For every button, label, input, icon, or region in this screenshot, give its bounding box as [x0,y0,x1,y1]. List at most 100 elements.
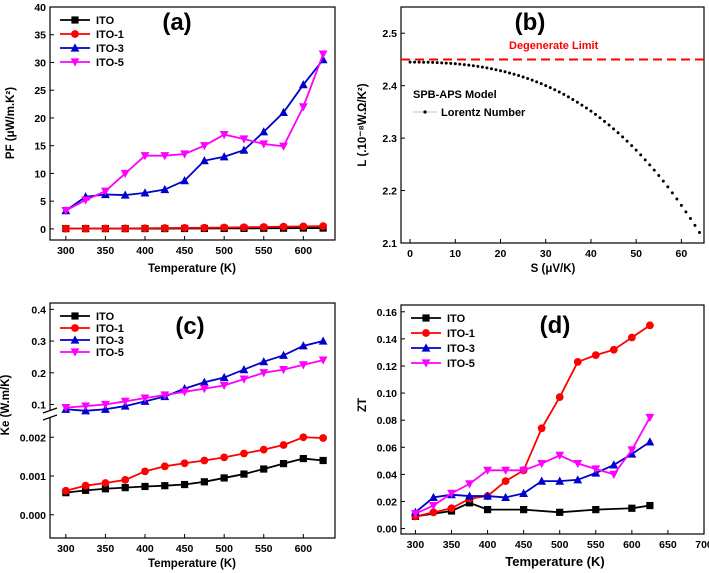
panel-a-legend-label-ito-3: ITO-3 [96,43,124,55]
panel-c-xtick-label: 400 [136,543,154,555]
panel-c-point-ito-5 [239,375,249,384]
panel-c-point-ito-5 [199,385,209,394]
panel-d-ytick-label: 0.02 [377,496,398,508]
panel-a-point-ito-1 [259,223,268,231]
panel-d-point-ito-5 [411,510,420,519]
panel-d-ytick-label: 0.12 [377,361,398,373]
panel-d-xtick-label: 300 [407,539,425,551]
panel-b-lorentz-point [498,69,502,73]
panel-a-point-ito-3 [239,145,249,154]
panel-d-point-ito-3 [519,488,529,497]
panel-d-point-ito-5 [465,480,474,489]
panel-b-lorentz-point [494,68,498,72]
panel-a-point-ito-1 [279,222,288,231]
panel-a-xtick-label: 400 [136,245,154,257]
panel-d-xtick-label: 450 [515,539,533,551]
panel-c-label: (c) [175,313,204,340]
panel-a-point-ito-5 [101,187,110,196]
panel-c-point-ito-1 [101,479,110,487]
panel-c-ytick-label: 0.3 [31,336,46,348]
panel-c-ytick-label: 0.000 [20,510,46,522]
panel-b-lorentz-point [630,144,634,148]
panel-d-point-ito-1 [627,333,636,342]
panel-c-point-ito [279,460,288,468]
panel-b-lorentz-point [652,168,656,172]
panel-c-point-ito-3 [199,377,209,386]
panel-d-ylabel: ZT [357,398,369,412]
panel-a-point-ito-1 [61,224,70,233]
panel-d-ytick-label: 0.06 [377,442,398,454]
panel-c-legend-label-ito-3: ITO-3 [96,335,124,347]
panel-c-ytick-label: 0.2 [31,368,46,380]
panel-a-point-ito-5 [61,206,71,216]
panel-a-xtick-label: 300 [57,245,75,257]
panel-a-legend-label-ito-5: ITO-5 [96,57,124,69]
panel-a-frame [49,6,336,241]
panel-d-legend-marker-ito-5 [421,359,431,368]
panel-c-point-ito [299,454,307,463]
panel-b-ytick-label: 2.5 [382,28,397,40]
panel-c-point-ito-5 [318,356,328,365]
panel-d-point-ito-1 [555,393,564,402]
panel-a-point-ito-3 [120,190,130,199]
panel-a-point-ito-5 [219,130,229,140]
panel-d-point-ito-1 [645,321,654,330]
panel-b-label: (b) [515,9,546,36]
panel-d-label: (d) [540,312,571,339]
panel-a-point-ito-5 [160,152,170,161]
panel-c-point-ito-3 [318,336,328,345]
panel-d-ytick-label: 0.14 [377,334,398,346]
panel-b-lorentz-point [648,163,652,167]
panel-b-lorentz-point [679,203,683,207]
panel-a-label: (a) [162,9,191,36]
panel-b-lorentz-point [485,66,489,70]
panel-b-lorentz-point [603,119,607,123]
panel-c-break-mark-top [42,407,58,414]
panel-b-lorentz-point [422,60,426,64]
panel-a-point-ito-1 [160,224,169,232]
panel-a-point-ito-5 [120,169,130,179]
panel-d-point-ito-5 [537,459,547,469]
panel-a-line-ito-5 [65,53,324,212]
panel-b-lorentz-point [444,61,448,65]
panel-d-point-ito-3 [483,491,492,500]
panel-d-point-ito-3 [537,476,547,485]
panel-d-point-ito-1 [429,508,438,517]
panel-b-xtick-label: 20 [495,248,507,260]
panel-a-xtick-label: 600 [295,245,313,257]
panel-b-lorentz-point [458,62,462,66]
panel-b-lorentz-point [657,174,661,178]
panel-d-point-ito-3 [573,475,583,484]
panel-b-lorentz-point [413,60,417,64]
panel-d-point-ito-5 [501,466,511,475]
panel-c-xtick-label: 600 [295,543,313,555]
panel-b-lorentz-point [408,60,412,64]
panel-a-point-ito-3 [219,152,229,161]
panel-c-axis-break [44,410,56,418]
panel-a-point-ito-3 [160,184,170,194]
panel-c-frame [49,302,336,539]
panel-a-point-ito-1 [81,224,90,233]
panel-c-break-mark-bottom [42,414,58,421]
panel-d-point-ito [646,501,654,510]
panel-c-point-ito-3 [219,372,229,382]
panel-b-lorentz-point [530,78,534,82]
panel-c-ytick-label: 0.4 [31,304,46,316]
panel-d-point-ito-5 [483,466,492,475]
panel-c-xtick-label: 500 [215,543,233,555]
panel-c-ytick-label: 0.001 [20,471,46,483]
panel-c-point-ito-1 [121,475,130,484]
panel-b-lorentz-point [661,179,665,183]
panel-d-xtick-label: 500 [551,539,569,551]
panel-b-ytick-label: 2.3 [382,133,397,145]
panel-c-point-ito-5 [81,402,91,411]
panel-c-legend-marker-ito [71,312,79,320]
panel-c-legend-marker-ito-1 [71,324,79,332]
panel-b-lorentz-point [607,123,611,127]
panel-b-lorentz-point [431,60,435,64]
panel-c-point-ito-1 [61,486,70,495]
panel-b-lorentz-point [593,112,597,116]
panel-c-point-ito-3 [298,341,308,350]
panel-a-point-ito-5 [239,135,249,144]
panel-d-point-ito-3 [645,437,655,446]
